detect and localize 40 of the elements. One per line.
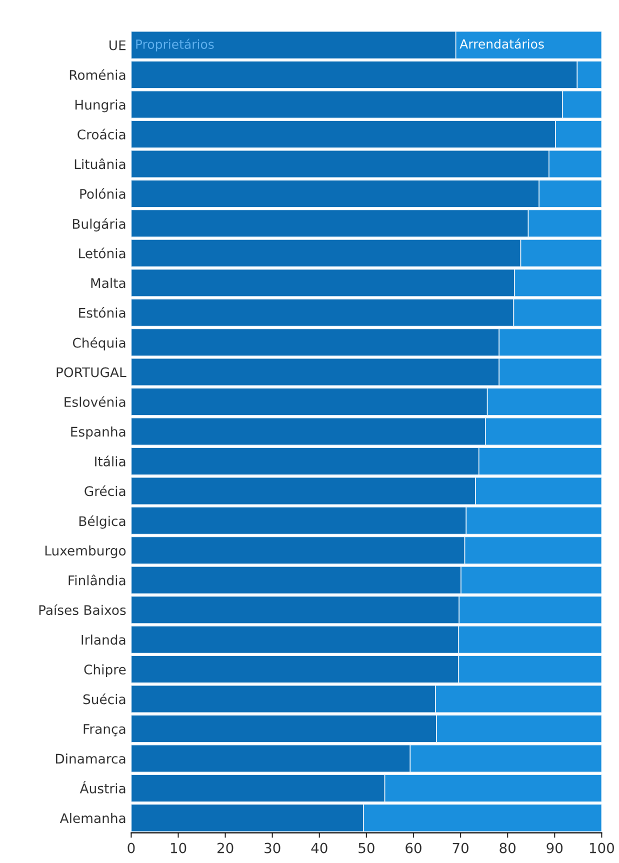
- y-tick-label: Lituânia: [74, 158, 126, 170]
- series-label: Arrendatários: [460, 38, 544, 49]
- series-label: Proprietários: [136, 38, 214, 52]
- y-tick-label: UE: [110, 40, 126, 50]
- y-tick-label: Luxemburgo: [45, 545, 126, 558]
- x-tick-label: 60: [406, 842, 422, 854]
- y-tick-label: PORTUGAL: [56, 367, 126, 378]
- y-tick-label: França: [84, 724, 126, 736]
- y-tick-label: Croácia: [78, 128, 126, 140]
- y-tick-label: Roménia: [70, 69, 126, 80]
- y-tick-label: Irlanda: [82, 634, 126, 645]
- x-tick-label: 50: [358, 842, 374, 854]
- y-tick-label: Áustria: [80, 781, 126, 794]
- y-tick-label: Chipre: [84, 664, 126, 678]
- y-tick-label: Eslovénia: [64, 396, 126, 407]
- y-tick-label: Chéquia: [72, 337, 126, 350]
- y-tick-label: Hungria: [75, 100, 126, 112]
- y-tick-label: Itália: [95, 456, 126, 466]
- x-tick-label: 90: [546, 842, 563, 854]
- x-tick-label: 0: [128, 842, 135, 854]
- x-tick-label: 40: [311, 842, 328, 854]
- y-tick-label: Polónia: [80, 188, 126, 199]
- y-tick-label: Países Baixos: [39, 604, 126, 616]
- x-tick-label: 10: [170, 842, 186, 854]
- y-tick-label: Grécia: [84, 485, 126, 496]
- y-tick-label: Alemanha: [60, 812, 126, 824]
- y-tick-label: Malta: [91, 278, 126, 288]
- y-tick-label: Suécia: [83, 693, 126, 704]
- x-tick-label: 20: [217, 842, 234, 854]
- y-tick-label: Espanha: [71, 426, 126, 440]
- y-tick-label: Dinamarca: [56, 753, 126, 764]
- y-tick-label: Finlândia: [68, 574, 126, 586]
- y-tick-label: Bulgária: [72, 218, 126, 232]
- x-tick-label: 80: [500, 842, 516, 854]
- y-tick-label: Bélgica: [79, 515, 126, 529]
- x-tick-label: 100: [590, 842, 614, 854]
- x-tick-label: 70: [452, 842, 468, 854]
- y-tick-label: Letónia: [79, 248, 126, 258]
- y-tick-label: Estónia: [79, 307, 126, 318]
- x-tick-label: 30: [264, 842, 280, 854]
